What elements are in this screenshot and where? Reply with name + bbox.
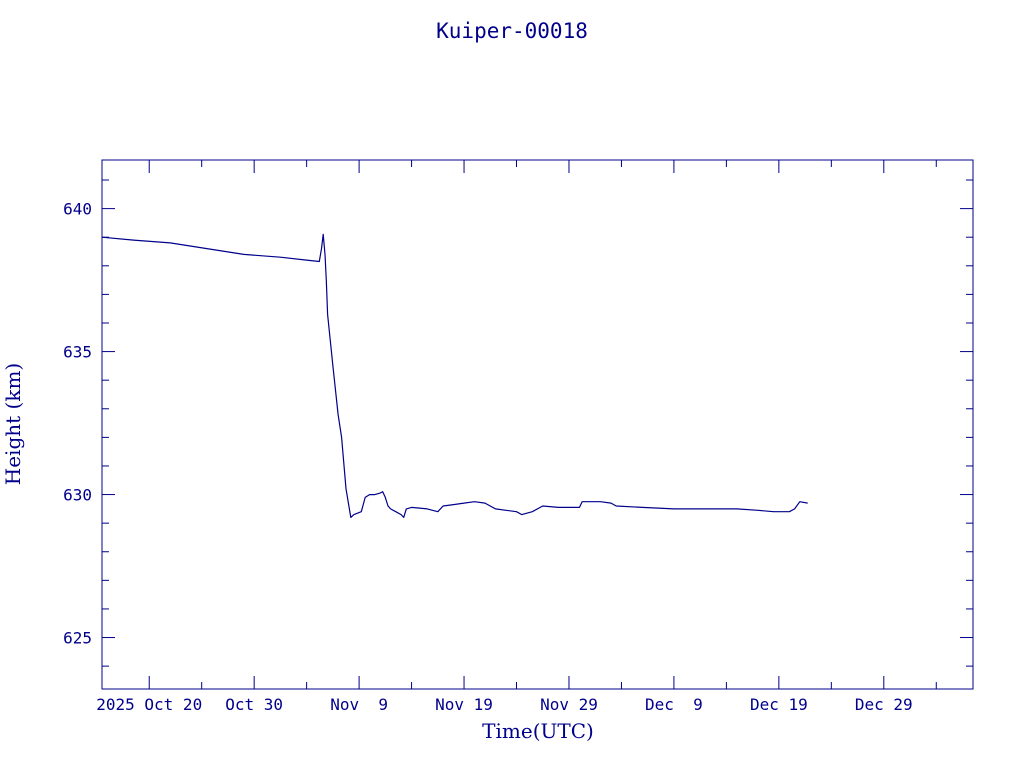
plot-frame [101,159,974,690]
y-tick-label: 635 [63,343,92,362]
y-tick-label: 640 [63,200,92,219]
x-axis-label: Time(UTC) [482,719,594,743]
series [101,233,808,518]
x-tick-label: Nov 9 [330,695,388,714]
x-tick-label: Dec 9 [645,695,703,714]
x-tick-label: Nov 29 [540,695,598,714]
x-tick-label: Nov 19 [435,695,493,714]
x-axis: 2025 Oct 20 Oct 30 Nov 9 Nov 19 Nov 29 Dec 9 D… [96,160,937,714]
height-line [101,233,808,518]
y-axis-label: Height (km) [1,363,25,485]
x-tick-label: Dec 19 [750,695,808,714]
y-tick-label: 630 [63,486,92,505]
x-tick-label: Dec 29 [855,695,913,714]
y-axis: 625 630 635 640 [63,179,973,667]
chart-title: Kuiper-00018 [436,19,588,43]
y-tick-label: 625 [63,629,92,648]
x-tick-label: Oct 30 [225,695,283,714]
x-tick-label: 2025 Oct 20 [96,695,202,714]
